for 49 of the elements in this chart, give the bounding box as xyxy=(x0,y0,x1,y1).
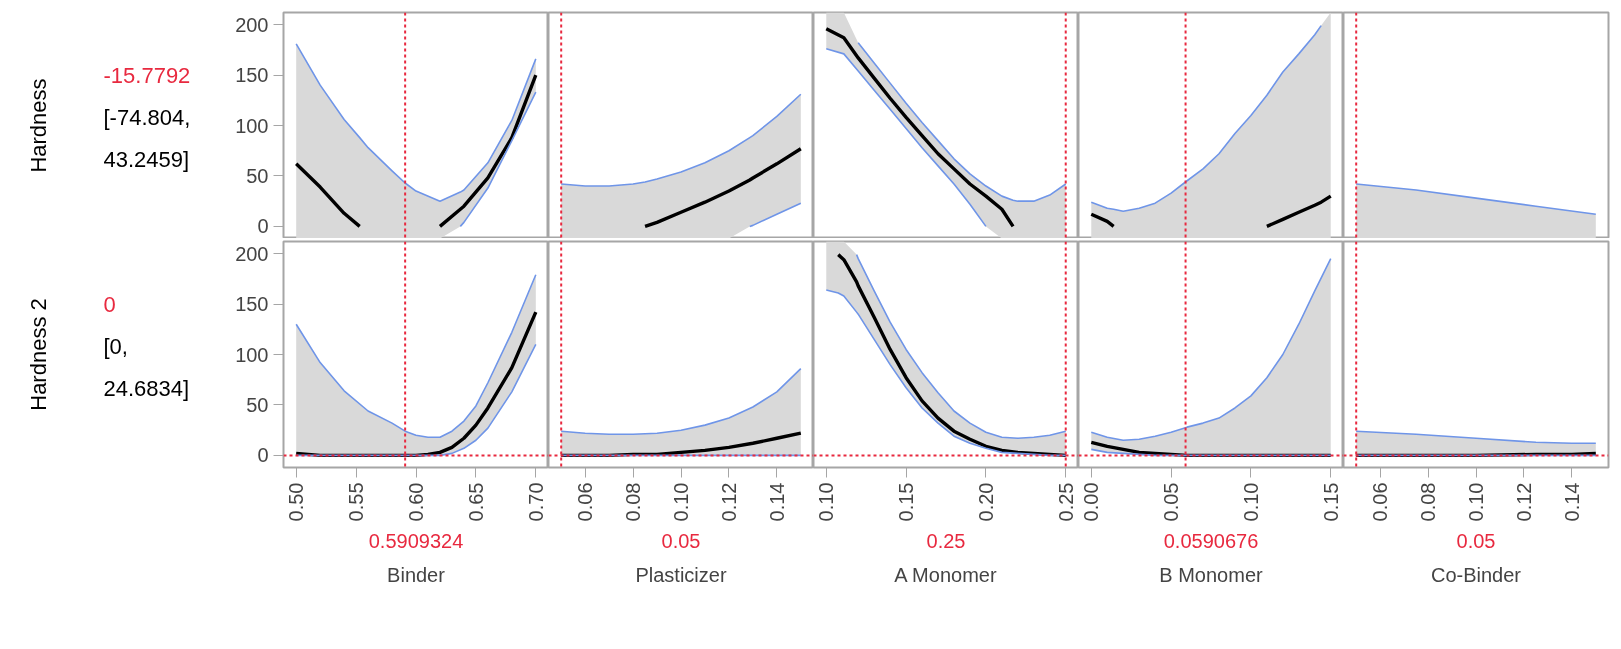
x-tick-label: 0.55 xyxy=(345,482,368,522)
y-tick-label: 150 xyxy=(235,293,269,316)
x-tick-label: 0.10 xyxy=(815,482,838,522)
y-axis-title: Hardness 2 xyxy=(26,298,51,411)
x-tick-label: 0.14 xyxy=(1560,482,1583,522)
x-axis-title: Co-Binder xyxy=(1430,563,1522,586)
y-tick-label: 50 xyxy=(246,164,269,187)
x-tick-label: 0.05 xyxy=(1160,482,1183,522)
y-tick-label: 200 xyxy=(235,13,269,36)
x-tick-label: 0.08 xyxy=(1417,482,1440,522)
y-tick-label: 50 xyxy=(246,393,269,416)
y-tick-label: 0 xyxy=(257,444,269,467)
x-tick-label: 0.15 xyxy=(895,482,918,522)
ref-line-label: 0.25 xyxy=(926,529,966,552)
text: [-74.804, 43.2459] xyxy=(103,105,191,172)
x-axis-title: Plasticizer xyxy=(635,563,727,586)
x-tick-label: 0.70 xyxy=(524,482,547,522)
x-tick-label: 0.10 xyxy=(1239,482,1262,522)
x-axis-title: A Monomer xyxy=(894,563,997,586)
y-tick-label: 100 xyxy=(235,114,269,137)
x-tick-label: 0.06 xyxy=(574,482,597,522)
y-axis-title: Hardness xyxy=(26,78,51,173)
x-tick-label: 0.10 xyxy=(670,482,692,522)
x-tick-label: 0.14 xyxy=(765,482,788,522)
x-tick-label: 0.08 xyxy=(622,482,645,522)
x-tick-label: 0.60 xyxy=(405,482,427,522)
y-tick-label: 100 xyxy=(235,343,269,366)
x-tick-label: 0.50 xyxy=(285,482,308,522)
x-axis-title: Binder xyxy=(387,563,446,586)
text: [0, 24.6834] xyxy=(103,334,190,401)
text: 0 xyxy=(103,292,116,318)
x-tick-label: 0.10 xyxy=(1465,482,1487,522)
x-tick-label: 0.65 xyxy=(464,482,487,522)
ref-line-label: 0.0590676 xyxy=(1163,529,1259,552)
x-tick-label: 0.15 xyxy=(1319,482,1342,522)
ref-line-label: 0.5909324 xyxy=(368,529,464,552)
ref-line-label: 0.05 xyxy=(661,529,701,552)
x-axis-title: B Monomer xyxy=(1159,563,1264,586)
ref-line-label: 0.05 xyxy=(1456,529,1496,552)
y-tick-label: 150 xyxy=(235,64,269,87)
text: -15.7792 xyxy=(103,63,191,89)
y-tick-label: 200 xyxy=(235,242,269,265)
x-tick-label: 0.25 xyxy=(1054,482,1077,522)
x-tick-label: 0.06 xyxy=(1369,482,1392,522)
x-tick-label: 0.12 xyxy=(1512,482,1535,522)
x-tick-label: 0.20 xyxy=(974,482,997,522)
x-tick-label: 0.12 xyxy=(717,482,740,522)
y-tick-label: 0 xyxy=(257,215,269,238)
x-tick-label: 0.00 xyxy=(1080,482,1103,522)
